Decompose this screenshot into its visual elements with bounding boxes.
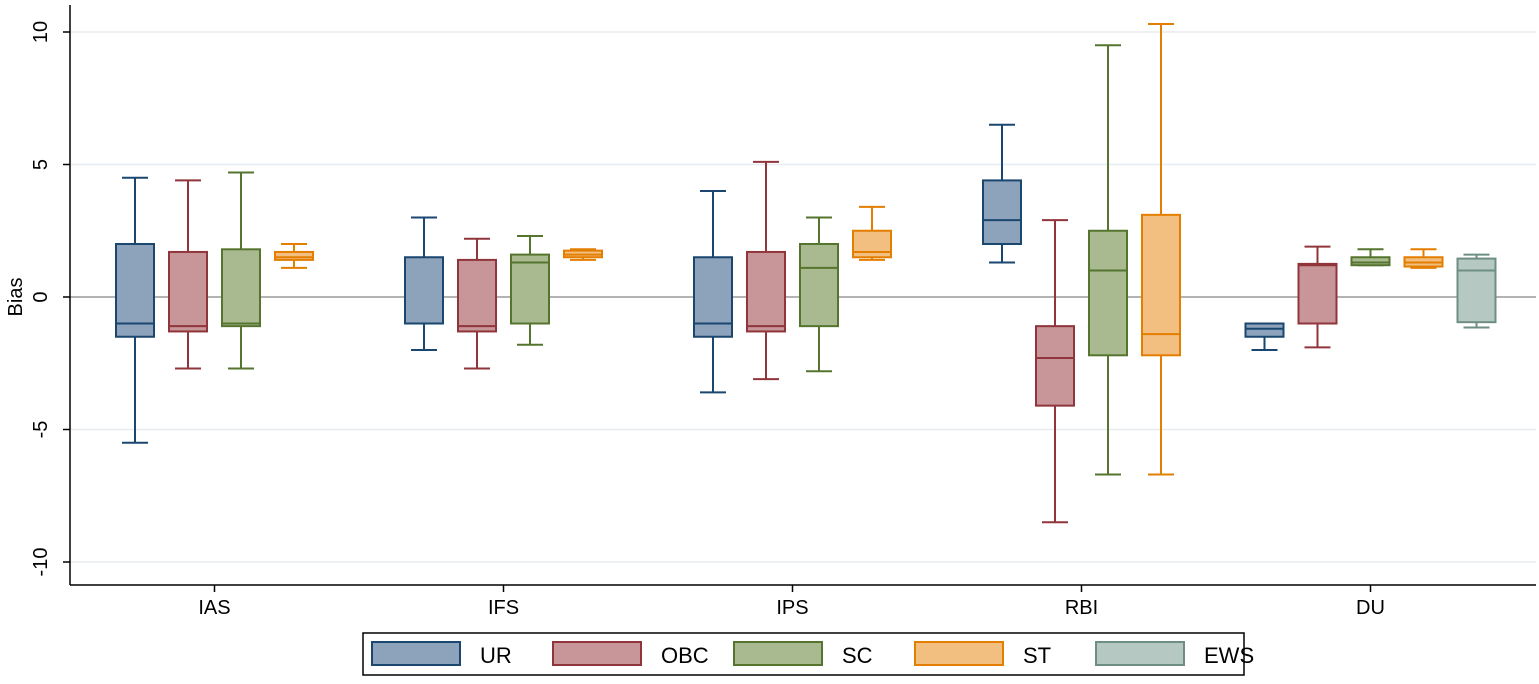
box-ews-du	[1456, 253, 1497, 329]
iqr-box	[1141, 213, 1181, 357]
iqr-box	[274, 250, 314, 261]
y-tick-label: -10	[30, 548, 52, 577]
iqr-box	[1088, 229, 1128, 357]
iqr-box	[115, 243, 155, 338]
x-tick-label-ips: IPS	[776, 597, 808, 619]
x-tick-label-ias: IAS	[198, 597, 230, 619]
iqr-box	[404, 256, 444, 325]
box-sc-ifs	[510, 235, 550, 346]
box-sc-du	[1350, 248, 1391, 267]
iqr-box	[799, 243, 839, 328]
box-sc-ias	[221, 171, 261, 370]
legend-item-obc: OBC	[552, 641, 709, 668]
iqr-box	[1456, 257, 1497, 324]
iqr-box	[1035, 325, 1075, 407]
box-ur-ifs	[404, 216, 444, 351]
legend-swatch	[1095, 641, 1185, 666]
box-ur-du	[1244, 322, 1285, 351]
legend-item-ur: UR	[371, 641, 512, 668]
iqr-box	[1350, 256, 1391, 267]
y-tick-label: -5	[30, 421, 52, 439]
x-tick-label-du: DU	[1356, 597, 1385, 619]
iqr-box	[221, 248, 261, 328]
box-st-du	[1403, 248, 1444, 269]
legend-label: ST	[1023, 643, 1051, 668]
box-st-ips	[852, 205, 892, 261]
iqr-box	[1244, 322, 1285, 338]
x-tick-label-rbi: RBI	[1065, 597, 1098, 619]
legend-swatch	[914, 641, 1004, 666]
iqr-box	[457, 258, 497, 333]
y-tick-label: 10	[30, 21, 52, 43]
box-sc-rbi	[1088, 44, 1128, 476]
box-st-ifs	[563, 248, 603, 261]
box-obc-du	[1297, 245, 1338, 349]
iqr-box	[510, 253, 550, 325]
iqr-box	[693, 256, 733, 338]
box-obc-ias	[168, 179, 208, 370]
legend-item-st: ST	[914, 641, 1051, 668]
legend-label: UR	[480, 643, 512, 668]
legend-swatch	[552, 641, 642, 666]
box-obc-rbi	[1035, 219, 1075, 524]
legend-item-sc: SC	[733, 641, 873, 668]
legend-label: SC	[842, 643, 873, 668]
legend: UR OBC SC ST EWS	[362, 632, 1254, 676]
iqr-box	[168, 250, 208, 333]
box-plot-area	[115, 23, 1497, 524]
legend-swatch	[733, 641, 823, 666]
y-axis-title: Bias	[5, 278, 27, 317]
axes: -10 -5 0 5 10 Bias IAS IFS IPS RBI DU	[5, 5, 1536, 619]
legend-label: EWS	[1204, 643, 1254, 668]
legend-swatch	[371, 641, 461, 666]
box-ur-ias	[115, 176, 155, 444]
box-st-rbi	[1141, 23, 1181, 476]
box-ur-ips	[693, 190, 733, 394]
box-obc-ifs	[457, 237, 497, 370]
y-tick-label: 5	[30, 159, 52, 170]
legend-item-ews: EWS	[1095, 641, 1254, 668]
iqr-box	[746, 250, 786, 333]
iqr-box	[1297, 262, 1338, 325]
box-st-ias	[274, 243, 314, 269]
y-tick-label: 0	[30, 291, 52, 302]
iqr-box	[982, 179, 1022, 245]
box-ur-rbi	[982, 123, 1022, 264]
iqr-box	[852, 229, 892, 259]
box-obc-ips	[746, 160, 786, 381]
box-sc-ips	[799, 216, 839, 373]
legend-label: OBC	[661, 643, 709, 668]
x-tick-label-ifs: IFS	[488, 597, 519, 619]
